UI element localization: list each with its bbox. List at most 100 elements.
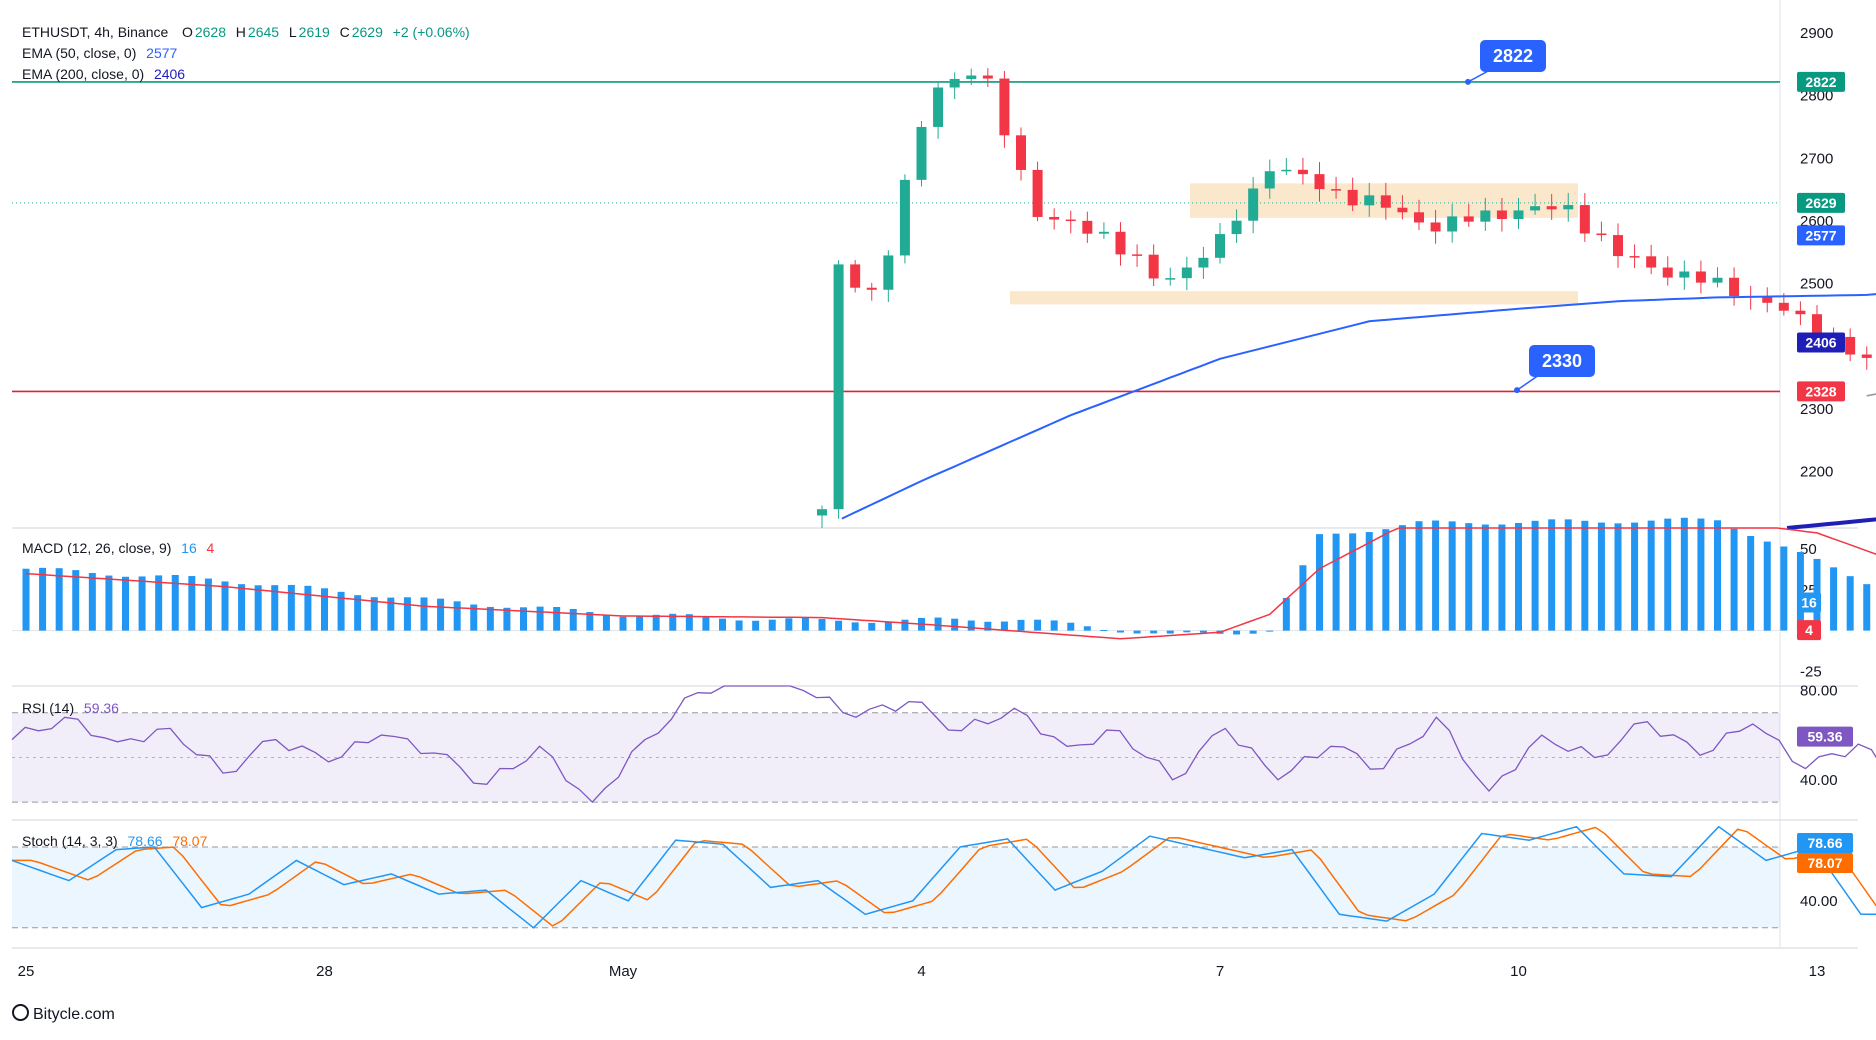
macd-bar	[1266, 631, 1273, 632]
time-tick-label: 7	[1216, 963, 1224, 980]
macd-bar	[1847, 576, 1854, 630]
candle-body	[1265, 171, 1275, 188]
candle-body	[1348, 190, 1358, 205]
candle-body	[1298, 170, 1308, 174]
macd-bar	[1664, 519, 1671, 631]
candle-body	[1431, 222, 1441, 231]
candle-body	[1696, 271, 1706, 282]
macd-bar	[1399, 525, 1406, 630]
macd-bar	[1731, 529, 1738, 631]
callout-2822-text: 2822	[1493, 46, 1533, 66]
macd-bar	[603, 615, 610, 631]
macd-bar	[785, 618, 792, 630]
macd-bar	[1299, 565, 1306, 630]
macd-label-text: 16	[1801, 595, 1817, 611]
macd-bar	[1797, 552, 1804, 631]
time-tick-label: 13	[1809, 963, 1826, 980]
candle-body	[1862, 355, 1872, 358]
candle-body	[1414, 212, 1424, 222]
candle-body	[1779, 303, 1789, 311]
macd-bar	[23, 569, 30, 631]
stoch-label-text: 78.66	[1807, 835, 1842, 851]
ema200-value: 2406	[154, 66, 185, 82]
macd-tick-label: -25	[1800, 663, 1822, 680]
candle-body	[1547, 206, 1557, 209]
price-label-text: 2629	[1805, 195, 1836, 211]
ema200-label: EMA (200, close, 0)	[22, 66, 144, 82]
time-tick-label: May	[609, 963, 638, 980]
candle-body	[1729, 278, 1739, 296]
candle-body	[1795, 311, 1805, 314]
macd-bar	[736, 620, 743, 630]
macd-bar	[719, 619, 726, 631]
ema50-line	[842, 216, 1876, 519]
candle-body	[1381, 195, 1391, 207]
macd-bar	[1681, 518, 1688, 631]
macd-bar	[885, 622, 892, 631]
macd-bar	[1532, 521, 1539, 631]
ema50-value: 2577	[146, 45, 177, 61]
candle-body	[1116, 232, 1126, 255]
time-tick-label: 4	[917, 963, 925, 980]
macd-bar	[454, 601, 461, 630]
macd-bar	[1250, 631, 1257, 634]
macd-bar	[702, 616, 709, 631]
stoch-k-value: 78.66	[128, 833, 163, 849]
candle-body	[834, 264, 844, 509]
macd-bar	[968, 621, 975, 631]
macd-bar	[105, 576, 112, 631]
macd-bar	[1001, 622, 1008, 631]
macd-bar	[835, 621, 842, 631]
macd-bar	[1482, 525, 1489, 631]
macd-bar	[653, 615, 660, 631]
macd-bar	[89, 573, 96, 631]
stoch-label-text: 78.07	[1807, 855, 1842, 871]
stoch-d-value: 78.07	[172, 833, 207, 849]
open-value: 2628	[195, 24, 226, 40]
macd-bar	[1183, 631, 1190, 633]
low-value: 2619	[299, 24, 330, 40]
candle-body	[1630, 256, 1640, 258]
ema200-line	[1787, 343, 1876, 528]
price-label-text: 2406	[1805, 335, 1836, 351]
price-tick-label: 2900	[1800, 25, 1833, 42]
rsi-legend: RSI (14) 59.36	[22, 700, 121, 716]
macd-bar	[1714, 520, 1721, 630]
high-value: 2645	[248, 24, 279, 40]
ema200-legend: EMA (200, close, 0) 2406	[22, 66, 187, 82]
macd-bar	[1515, 523, 1522, 631]
candle-body	[1315, 174, 1325, 189]
time-tick-label: 10	[1510, 963, 1527, 980]
macd-bar	[553, 607, 560, 631]
candle-body	[1198, 258, 1208, 268]
macd-bar	[503, 608, 510, 631]
macd-bar	[752, 621, 759, 631]
symbol-label: ETHUSDT, 4h, Binance	[22, 24, 168, 40]
macd-bar	[1150, 631, 1157, 634]
macd-bar	[1134, 631, 1141, 634]
change-value: +2 (+0.06%)	[393, 24, 470, 40]
macd-bar	[819, 619, 826, 631]
macd-bar	[1067, 623, 1074, 631]
candle-body	[900, 180, 910, 256]
macd-bar	[304, 586, 311, 631]
macd-bar	[852, 622, 859, 630]
macd-bar	[1581, 521, 1588, 631]
candle-body	[867, 288, 877, 290]
callout-2330-dot	[1514, 387, 1520, 393]
macd-legend: MACD (12, 26, close, 9) 16 4	[22, 540, 216, 556]
ema50-label: EMA (50, close, 0)	[22, 45, 136, 61]
macd-bar	[1333, 534, 1340, 631]
candle-body	[1331, 189, 1341, 191]
macd-bar	[1565, 519, 1572, 630]
candle-body	[1182, 268, 1192, 279]
price-tick-label: 2700	[1800, 150, 1833, 167]
candle-body	[1049, 217, 1059, 220]
macd-bar	[1615, 523, 1622, 630]
candle-body	[917, 127, 927, 180]
price-label-text: 2328	[1805, 383, 1836, 399]
time-tick-label: 28	[316, 963, 333, 980]
